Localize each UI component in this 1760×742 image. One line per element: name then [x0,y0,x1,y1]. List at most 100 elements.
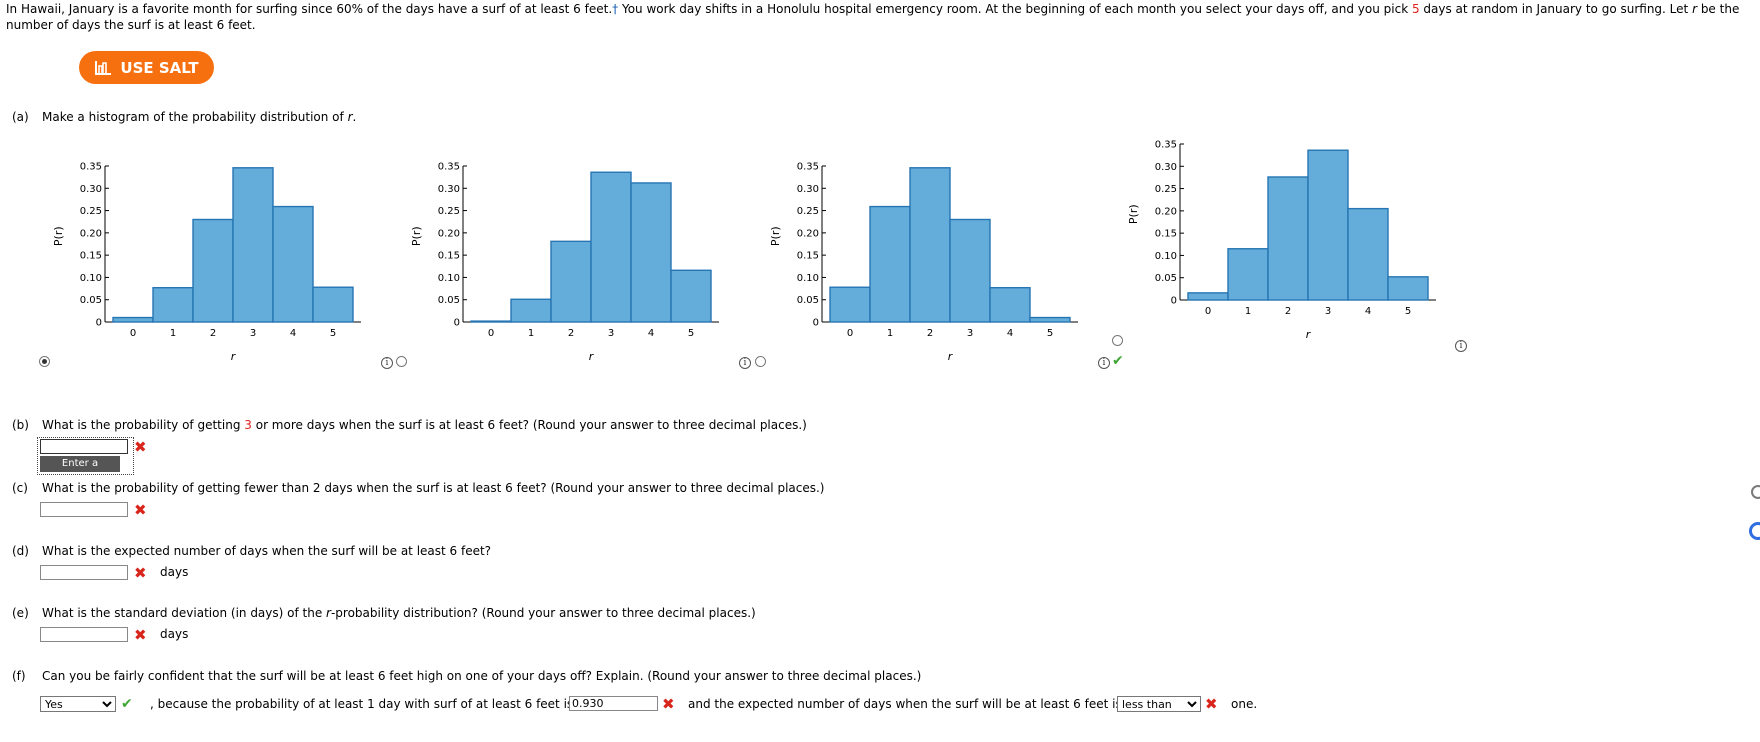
intro-text-5: number of days the surf is at least 6 fe… [6,18,256,32]
x-tick-label: 5 [688,328,694,339]
x-axis-label: r [1306,328,1312,341]
use-salt-button[interactable]: USE SALT [79,51,214,84]
y-tick-label: 0.35 [797,162,819,173]
y-tick-label: 0.10 [1155,251,1177,262]
part-b-text-1: What is the probability of getting [42,418,245,432]
info-icon[interactable]: i [381,357,393,369]
histogram-4-svg: 0 0.05 0.10 0.15 0.20 0.25 0.30 0.35 0 1 2 3 4 5 r P(r) [1127,140,1436,341]
histogram-bar [550,240,592,323]
y-tick-label: 0.35 [1155,140,1177,151]
y-tick-label: 0.25 [438,206,460,217]
y-tick-label: 0 [96,318,102,329]
histogram-1-svg: 0 0.05 0.10 0.15 0.20 0.25 0.30 0.35 0 1 2 3 4 5 r P(r) [52,162,361,363]
histogram-bar [829,286,871,323]
variable-r: r [326,606,331,620]
part-f-comparison-select[interactable]: less than [1117,696,1201,712]
x-tick-label: 5 [1047,328,1053,339]
y-tick-label: 0.35 [438,162,460,173]
y-axis-label: P(r) [410,226,423,246]
info-icon[interactable]: i [739,357,751,369]
x-tick-label: 1 [170,328,176,339]
x-tick-label: 4 [290,328,296,339]
x-tick-label: 4 [648,328,654,339]
y-tick-label: 0.25 [80,206,102,217]
part-c-label: (c) [12,481,28,495]
y-tick-label: 0.30 [80,184,102,195]
histogram-option-3: 0 0.05 0.10 0.15 0.20 0.25 0.30 0.35 0 1 2 3 4 5 r P(r) [767,148,1087,376]
incorrect-x-icon: ✖ [134,626,147,644]
x-tick-label: 2 [1285,306,1291,317]
histogram-3-radio[interactable] [755,356,766,367]
y-tick-label: 0.10 [438,273,460,284]
part-e-unit: days [160,627,189,641]
part-c-question: (c) What is the probability of getting fe… [12,481,824,495]
histogram-3-svg: 0 0.05 0.10 0.15 0.20 0.25 0.30 0.35 0 1 2 3 4 5 r P(r) [769,162,1078,363]
info-icon[interactable]: i [1455,340,1467,352]
part-f-text: Can you be fairly confident that the sur… [42,669,922,683]
x-tick-label: 0 [130,328,136,339]
histogram-bar [112,316,154,323]
incorrect-x-icon: ✖ [662,695,675,713]
histogram-bar [1307,149,1349,301]
y-tick-label: 0.15 [797,251,819,262]
y-tick-label: 0.10 [797,273,819,284]
histogram-bar [312,286,354,323]
y-tick-label: 0.25 [1155,184,1177,195]
histogram-bar [470,320,512,323]
days-count-value: 5 [1411,2,1420,16]
x-tick-label: 3 [1325,306,1331,317]
x-tick-label: 4 [1365,306,1371,317]
part-d-answer-input[interactable] [40,565,128,580]
part-e-label: (e) [12,606,29,620]
histogram-bar [232,167,274,323]
histogram-bar [630,182,672,323]
x-tick-label: 1 [1245,306,1251,317]
x-tick-label: 5 [1405,306,1411,317]
histogram-2-radio[interactable] [396,356,407,367]
part-e-text-2: -probability distribution? (Round your a… [330,606,756,620]
y-axis-label: P(r) [769,226,782,246]
part-e-answer-input[interactable] [40,627,128,642]
focus-outline [37,437,134,475]
y-tick-label: 0 [813,318,819,329]
y-tick-label: 0 [1171,296,1177,307]
part-f-end-text: one. [1231,697,1258,711]
y-tick-label: 0.20 [438,228,460,239]
side-panel-icon[interactable] [1751,485,1760,499]
intro-text-4: be the [1697,2,1740,16]
y-tick-label: 0.20 [80,228,102,239]
part-c-answer-input[interactable] [40,502,128,517]
histogram-bar [949,218,991,323]
x-tick-label: 3 [967,328,973,339]
use-salt-label: USE SALT [120,58,199,77]
part-f-question: (f) Can you be fairly confident that the … [12,669,921,683]
y-tick-label: 0.10 [80,273,102,284]
y-tick-label: 0.15 [80,251,102,262]
refresh-icon[interactable] [1749,522,1760,540]
y-tick-label: 0.25 [797,206,819,217]
y-tick-label: 0.20 [1155,206,1177,217]
part-d-text: What is the expected number of days when… [42,544,492,558]
histogram-bar [1029,316,1071,323]
part-f-probability-input[interactable] [569,696,658,711]
histogram-1-radio[interactable] [39,356,50,367]
x-tick-label: 2 [927,328,933,339]
part-b-answer-input[interactable] [40,439,128,454]
part-a-text: Make a histogram of the probability dist… [42,110,348,124]
y-axis-label: P(r) [52,226,65,246]
incorrect-x-icon: ✖ [134,438,147,456]
x-tick-label: 5 [330,328,336,339]
histogram-bar [590,171,632,323]
part-f-yes-no-select[interactable]: Yes [40,696,116,712]
info-icon[interactable]: i [1098,357,1110,369]
y-tick-label: 0.30 [1155,162,1177,173]
histogram-option-2: 0 0.05 0.10 0.15 0.20 0.25 0.30 0.35 0 1 2 3 4 5 r P(r) [408,148,728,376]
histogram-4-radio[interactable] [1112,335,1123,346]
y-tick-label: 0.30 [438,184,460,195]
histogram-bar [192,218,234,323]
histogram-bar [670,269,712,323]
part-b-label: (b) [12,418,29,432]
x-tick-label: 3 [250,328,256,339]
footnote-dagger-link[interactable]: † [612,2,619,16]
x-tick-label: 0 [488,328,494,339]
